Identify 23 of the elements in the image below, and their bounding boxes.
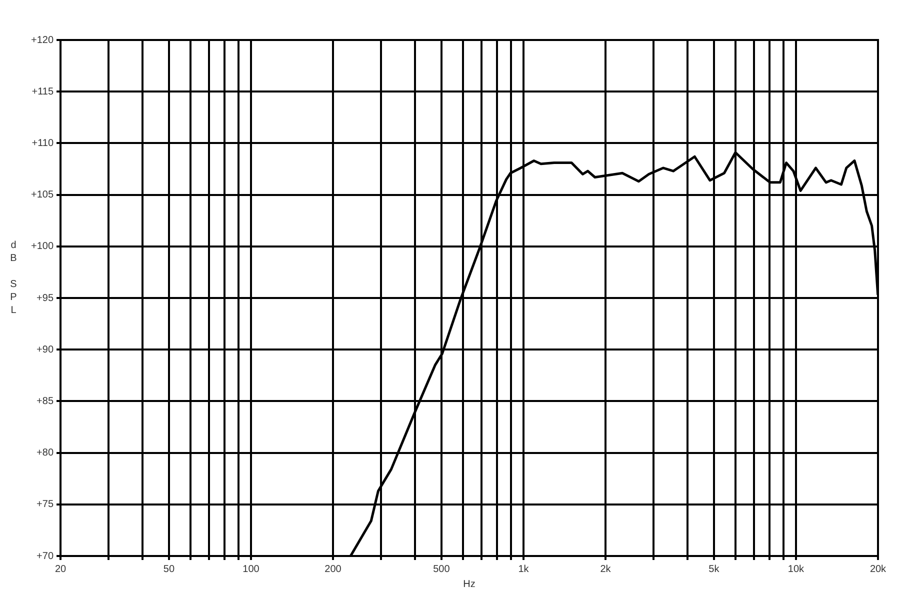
y-tick-label: +110 [32, 138, 54, 149]
x-tick-label: 2k [600, 564, 612, 575]
x-tick-label: 100 [242, 564, 260, 575]
y-tick-label: +120 [30, 34, 54, 46]
y-tick-label: +100 [30, 241, 54, 252]
y-tick-label: +105 [30, 190, 54, 201]
y-tick-label: +80 [36, 448, 54, 459]
x-tick-label: 20 [54, 564, 67, 575]
y-axis-title: dB SPL [8, 240, 19, 318]
x-tick-label: 50 [163, 564, 175, 575]
y-tick-label: +85 [36, 396, 54, 407]
y-tick-label: +115 [32, 86, 54, 98]
x-tick-label: 20k [870, 564, 888, 575]
x-tick-label: 200 [324, 564, 342, 575]
y-tick-label: +75 [36, 499, 54, 510]
y-tick-label: +95 [36, 292, 54, 304]
x-tick-label: 500 [433, 564, 450, 575]
x-tick-label: 10k [788, 564, 806, 575]
y-tick-label: +70 [36, 550, 54, 562]
x-tick-label: 5k [708, 564, 720, 575]
x-axis-title: Hz [463, 578, 476, 590]
x-tick-label: 1k [518, 564, 530, 575]
y-tick-label: +90 [36, 344, 54, 356]
